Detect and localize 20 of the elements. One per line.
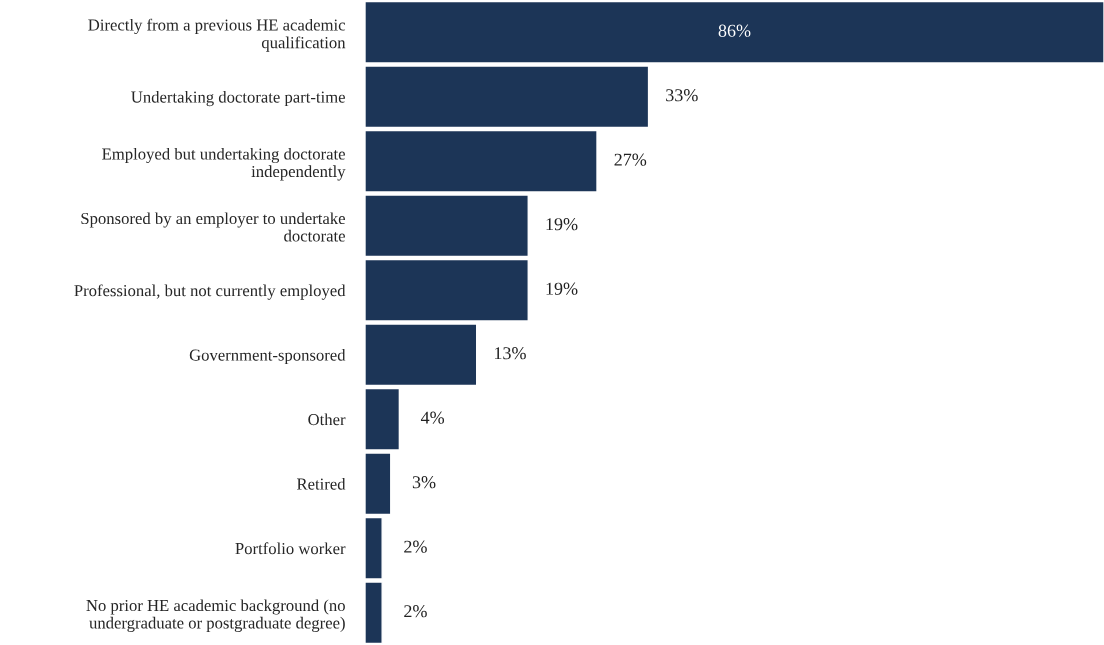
y-tick-label: Portfolio worker [235,542,346,555]
data-label: 86% [718,24,751,37]
y-tick-label: Professional, but not currently employed [74,284,346,300]
y-tick-label: No prior HE academic background (no undergraduate or postgraduate degree) [86,599,345,633]
data-label: 2% [404,605,427,618]
y-tick-label: Undertaking doctorate part-time [131,90,345,107]
y-tick-label: Sponsored by an employer to undertake doctorate [81,212,345,242]
y-tick-label: Retired [296,477,346,490]
data-label: 27% [614,153,647,166]
data-label: 13% [495,347,526,360]
y-tick-label: Government-sponsored [189,348,346,365]
y-tick-label: Directly from a previous HE academic qualification [88,18,346,52]
data-label: 4% [420,411,445,424]
data-label: 19% [546,218,578,231]
data-label: 19% [546,282,578,295]
y-tick-label: Employed but undertaking doctorate independently [102,147,346,181]
data-label: 2% [404,540,427,553]
data-label: 33% [666,89,698,102]
data-label: 3% [412,476,436,489]
y-tick-label: Other [308,413,346,426]
